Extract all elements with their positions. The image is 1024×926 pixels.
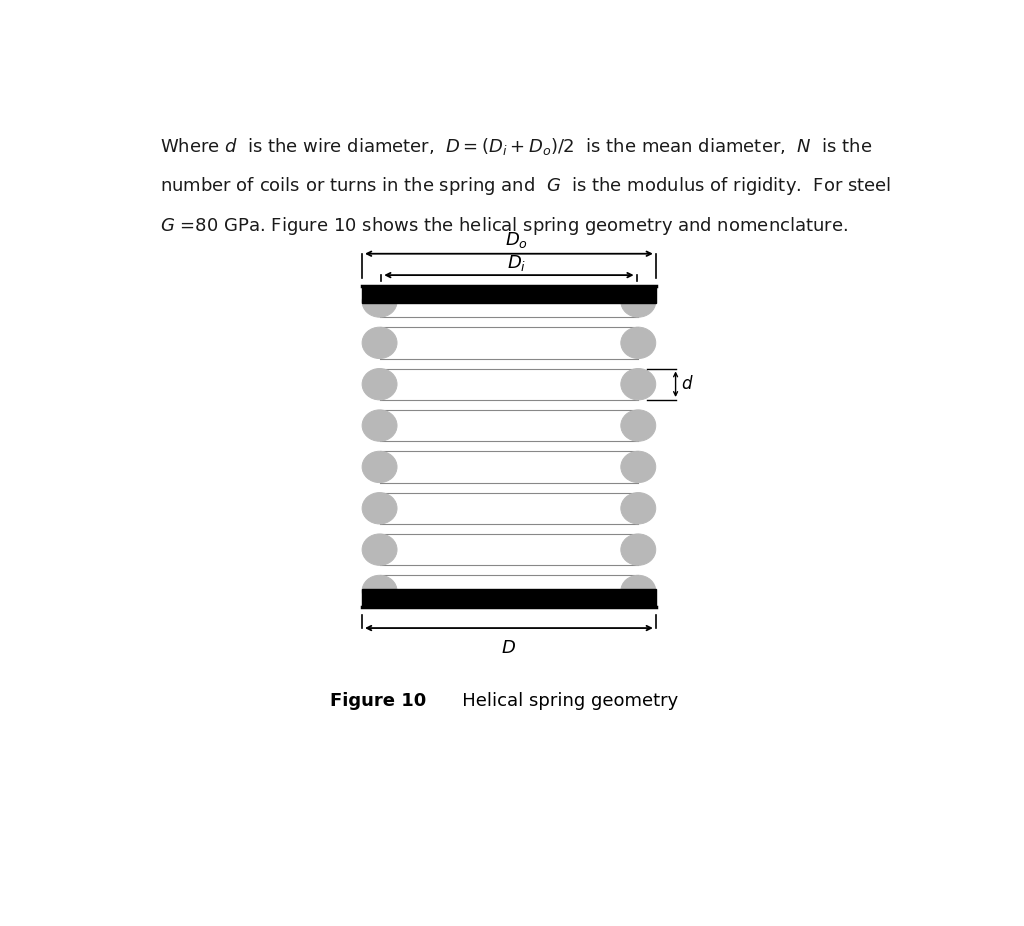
Bar [362, 286, 655, 303]
Circle shape [621, 534, 655, 565]
Text: $G$ =80 GPa. Figure 10 shows the helical spring geometry and nomenclature.: $G$ =80 GPa. Figure 10 shows the helical… [160, 215, 848, 236]
Text: $d$: $d$ [681, 375, 694, 394]
Circle shape [362, 451, 397, 482]
Bar [362, 590, 655, 607]
Circle shape [621, 286, 655, 318]
Circle shape [362, 534, 397, 565]
Text: Helical spring geometry: Helical spring geometry [445, 693, 679, 710]
Circle shape [362, 410, 397, 442]
Circle shape [362, 575, 397, 607]
Circle shape [621, 410, 655, 442]
Circle shape [362, 286, 397, 318]
Circle shape [621, 369, 655, 400]
Circle shape [362, 493, 397, 524]
Circle shape [362, 369, 397, 400]
Circle shape [621, 327, 655, 358]
Text: $D$: $D$ [502, 639, 516, 657]
Text: number of coils or turns in the spring and  $G$  is the modulus of rigidity.  Fo: number of coils or turns in the spring a… [160, 175, 891, 197]
Text: Figure 10: Figure 10 [331, 693, 427, 710]
Text: $D_i$: $D_i$ [507, 253, 526, 273]
Text: Where $d$  is the wire diameter,  $D=(D_i+D_o)/2$  is the mean diameter,  $N$  i: Where $d$ is the wire diameter, $D=(D_i+… [160, 136, 872, 157]
Text: $D_o$: $D_o$ [506, 231, 528, 250]
Circle shape [621, 575, 655, 607]
Circle shape [621, 493, 655, 524]
Circle shape [362, 327, 397, 358]
Circle shape [621, 451, 655, 482]
